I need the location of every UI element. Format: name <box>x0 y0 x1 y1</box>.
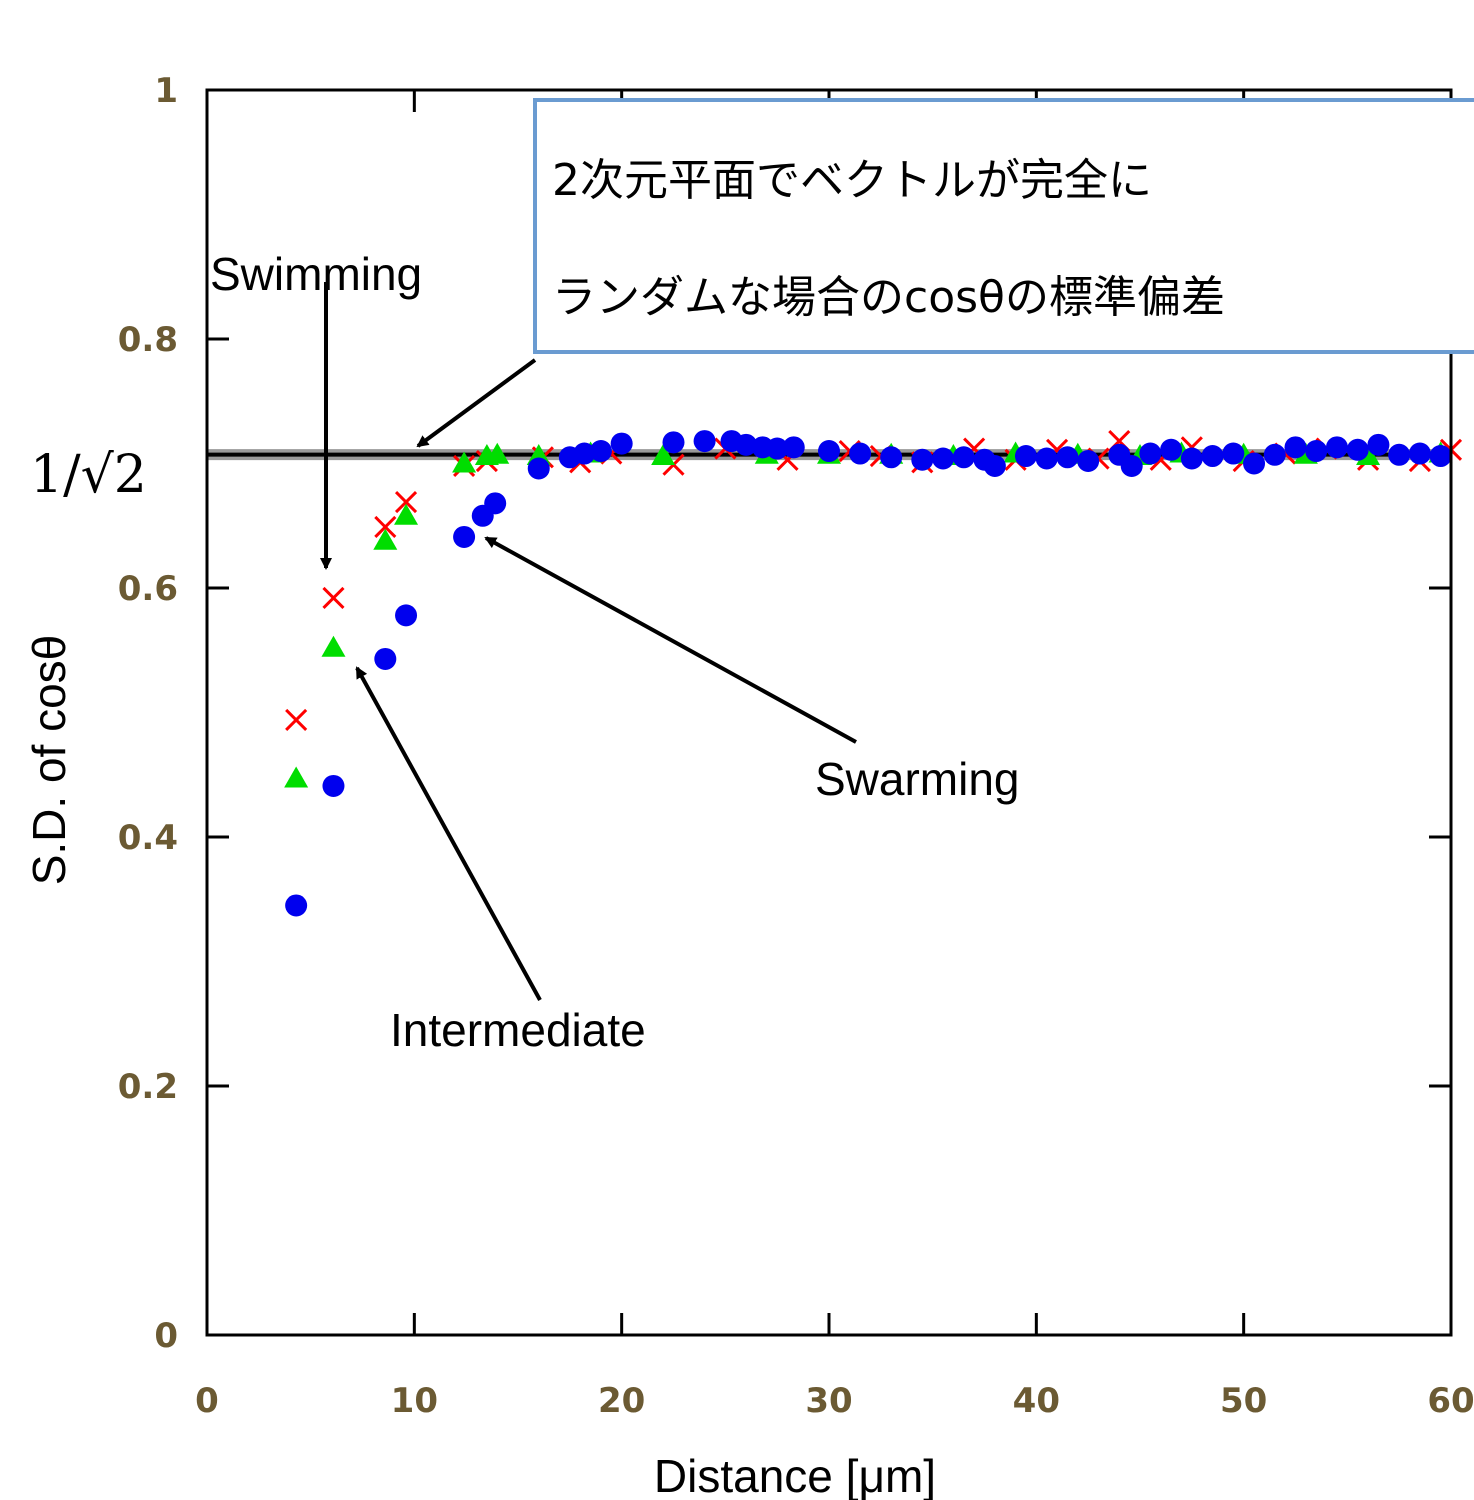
data-point-circle <box>1201 445 1224 468</box>
y-tick-label: 0 <box>154 1316 178 1356</box>
x-tick-label: 60 <box>1427 1381 1474 1421</box>
data-point-circle <box>374 647 397 670</box>
data-point-circle <box>662 431 685 454</box>
textbox-frame <box>533 98 1474 354</box>
data-point-circle <box>911 448 934 471</box>
data-point-circle <box>1429 445 1452 468</box>
x-tick-label: 10 <box>391 1381 438 1421</box>
data-point-x <box>394 491 418 514</box>
data-point-triangle <box>284 766 309 788</box>
data-point-triangle <box>452 451 477 473</box>
data-point-circle <box>1305 440 1328 463</box>
info-textbox: 2次元平面でベクトルが完全に ランダムな場合のcosθの標準偏差 <box>533 98 1474 354</box>
data-point-circle <box>285 894 308 917</box>
data-point-triangle <box>485 442 510 464</box>
data-point-circle <box>1180 447 1203 470</box>
data-point-circle <box>1077 450 1100 473</box>
data-point-circle <box>782 436 805 459</box>
data-point-x <box>322 586 345 610</box>
data-point-circle <box>610 432 633 455</box>
data-point-circle <box>880 446 903 469</box>
data-point-circle <box>1367 433 1390 456</box>
data-point-circle <box>1056 446 1079 469</box>
data-point-circle <box>527 457 550 480</box>
y-tick-label: 0.8 <box>118 320 178 360</box>
data-point-circle <box>395 604 418 627</box>
data-point-triangle <box>394 503 419 525</box>
arrow-swarming <box>484 536 857 744</box>
data-point-triangle <box>373 528 398 550</box>
y-tick-label: 0.2 <box>118 1067 178 1107</box>
x-tick-label: 20 <box>598 1381 645 1421</box>
data-point-circle <box>818 440 840 463</box>
data-point-circle <box>589 440 612 463</box>
data-point-circle <box>1325 436 1348 459</box>
y-tick-label: 0.4 <box>118 818 178 858</box>
x-axis-title: Distance [μm] <box>654 1450 936 1500</box>
y-tick-label: 0.6 <box>118 569 178 609</box>
data-point-x <box>374 515 397 539</box>
arrow-textbox <box>416 358 537 448</box>
data-point-circle <box>983 454 1006 477</box>
data-point-circle <box>849 442 872 465</box>
data-point-circle <box>1139 442 1162 465</box>
data-point-triangle <box>321 635 346 657</box>
y-axis-title: S.D. of cosθ <box>23 635 75 886</box>
data-point-triangle <box>651 444 676 466</box>
data-point-circle <box>453 525 476 548</box>
arrow-intermediate <box>355 666 542 1001</box>
annotation-intermediate: Intermediate <box>390 1004 646 1056</box>
data-point-circle <box>573 442 596 465</box>
data-point-circle <box>484 492 507 515</box>
data-point-circle <box>1263 443 1286 466</box>
data-point-circle <box>1160 438 1183 461</box>
data-point-x <box>285 708 308 732</box>
data-point-circle <box>1388 443 1411 466</box>
annotation-swarming: Swarming <box>815 753 1020 805</box>
data-point-circle <box>1284 436 1307 459</box>
plot-frame <box>205 88 1453 1337</box>
data-point-circle <box>1120 454 1143 477</box>
data-point-circle <box>1243 452 1266 475</box>
textbox-line-2: ランダムな場合のcosθの標準偏差 <box>552 272 1225 323</box>
data-point-circle <box>1346 438 1369 461</box>
data-point-circle <box>1014 445 1037 468</box>
data-point-circle <box>1408 442 1431 465</box>
reference-label-text: 1/√2 <box>30 445 147 505</box>
textbox-line-1: 2次元平面でベクトルが完全に <box>552 155 1152 206</box>
x-tick-label: 40 <box>1013 1381 1060 1421</box>
data-point-circle <box>1222 442 1245 465</box>
data-point-circle <box>693 430 716 453</box>
data-point-circle <box>1035 447 1058 470</box>
data-point-circle <box>932 447 955 470</box>
x-tick-label: 0 <box>195 1381 219 1421</box>
x-tick-label: 50 <box>1220 1381 1267 1421</box>
x-tick-label: 30 <box>805 1381 852 1421</box>
data-point-circle <box>322 774 345 797</box>
data-point-circle <box>952 446 975 469</box>
annotation-swimming: Swimming <box>210 248 422 300</box>
reference-line-label: 1/√2 <box>30 445 147 505</box>
y-tick-label: 1 <box>154 71 178 111</box>
data-point-circle <box>735 433 758 456</box>
data-point-circle <box>766 437 789 460</box>
